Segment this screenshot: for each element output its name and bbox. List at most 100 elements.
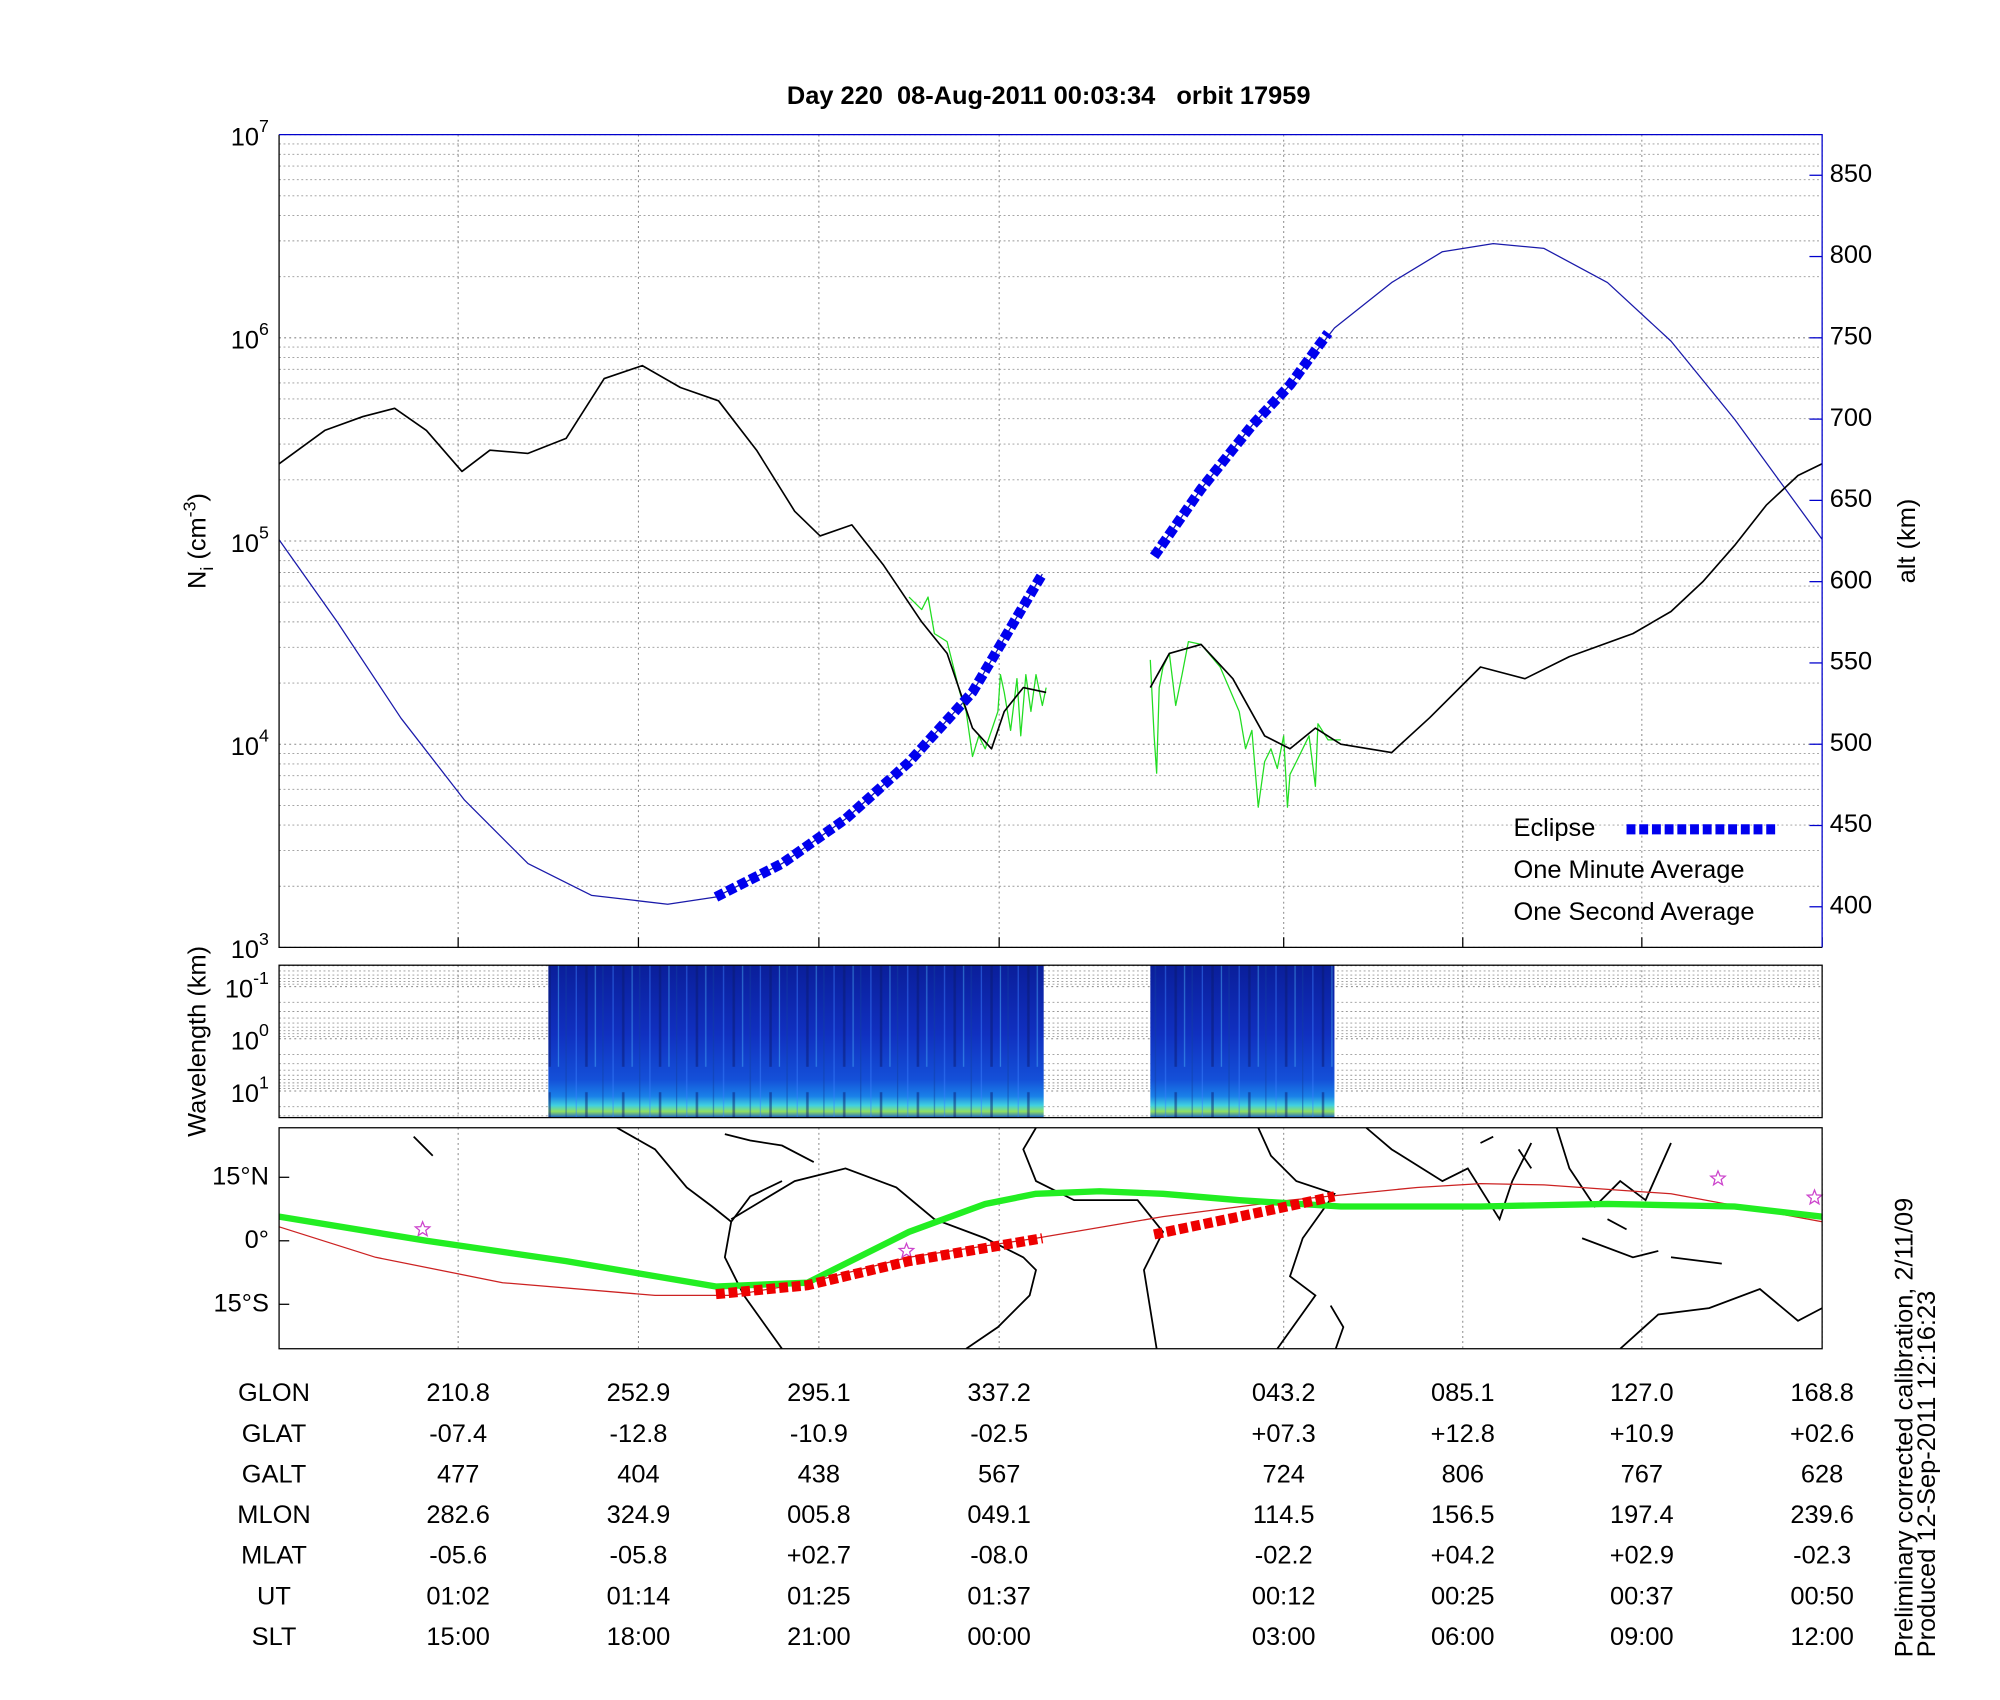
coastline xyxy=(1581,1218,1722,1265)
y-tick-label: 750 xyxy=(1830,323,1872,351)
y-tick-label: 15°S xyxy=(214,1289,269,1317)
y-axis-label-part: ) xyxy=(183,493,211,501)
table-cell: 15:00 xyxy=(426,1623,490,1651)
tick-exponent: 3 xyxy=(259,928,269,948)
tick-exponent: 0 xyxy=(259,1020,269,1040)
legend-label: One Second Average xyxy=(1514,898,1755,926)
y-axis-label: Wavelength (km) xyxy=(183,946,211,1137)
legend-label: One Minute Average xyxy=(1514,856,1745,884)
coastline xyxy=(1555,1127,1672,1208)
tick-base: 10 xyxy=(231,123,259,151)
table-cell: 295.1 xyxy=(787,1379,851,1407)
coastline xyxy=(724,1133,815,1163)
y-tick-label: 104 xyxy=(231,725,269,760)
table-cell: 01:37 xyxy=(967,1582,1031,1610)
y-tick-label: 550 xyxy=(1830,648,1872,676)
table-cell: 477 xyxy=(437,1460,479,1488)
table-cell: 282.6 xyxy=(426,1501,490,1529)
y-tick-label: 15°N xyxy=(212,1162,269,1190)
coastline xyxy=(1480,1135,1533,1169)
series-line xyxy=(713,329,1333,902)
series-line xyxy=(278,1188,1823,1290)
table-cell: 00:37 xyxy=(1610,1582,1674,1610)
tick-base: 15°N xyxy=(212,1162,269,1190)
tick-base: 10 xyxy=(231,530,259,558)
legend-label: Eclipse xyxy=(1514,814,1596,842)
table-cell: +02.6 xyxy=(1790,1420,1854,1448)
table-cell: 127.0 xyxy=(1610,1379,1674,1407)
y-tick-label: 103 xyxy=(231,928,269,963)
table-cell: 00:00 xyxy=(967,1623,1031,1651)
table-cell: 005.8 xyxy=(787,1501,851,1529)
y-tick-label: 0° xyxy=(245,1225,269,1253)
y-tick-label: 100 xyxy=(231,1020,269,1055)
tick-base: 10 xyxy=(231,936,259,964)
spectrogram-texture xyxy=(1150,965,1335,1118)
tick-exponent: 4 xyxy=(259,725,269,745)
table-cell: 06:00 xyxy=(1431,1623,1495,1651)
tick-base: 15°S xyxy=(214,1289,269,1317)
table-cell: +12.8 xyxy=(1431,1420,1495,1448)
table-cell: -10.9 xyxy=(790,1420,848,1448)
y-tick-label: 450 xyxy=(1830,810,1872,838)
coastline xyxy=(1619,1288,1823,1349)
table-cell: -07.4 xyxy=(429,1420,487,1448)
spectrogram-texture xyxy=(548,965,1044,1118)
table-cell: +02.7 xyxy=(787,1542,851,1570)
table-cell: 337.2 xyxy=(967,1379,1031,1407)
coastline xyxy=(1365,1127,1533,1222)
table-cell: 156.5 xyxy=(1431,1501,1495,1529)
coastline xyxy=(413,1136,434,1157)
axis-frame xyxy=(278,134,1823,949)
tick-exponent: -1 xyxy=(253,968,269,988)
y-axis-label-part: N xyxy=(183,571,211,589)
tick-exponent: 6 xyxy=(259,319,269,339)
y-axis-label-part: i xyxy=(197,567,217,571)
tick-base: 10 xyxy=(231,733,259,761)
figure-title: Day 220 08-Aug-2011 00:03:34 orbit 17959 xyxy=(787,82,1311,110)
table-cell: 767 xyxy=(1621,1460,1663,1488)
footer-note: Produced 12-Sep-2011 12:16:23 xyxy=(1913,1291,1941,1658)
table-cell: +04.2 xyxy=(1431,1542,1495,1570)
row-label: GLAT xyxy=(242,1420,306,1448)
figure: Day 220 08-Aug-2011 00:03:34 orbit 17959… xyxy=(179,82,1941,1657)
table-cell: 09:00 xyxy=(1610,1623,1674,1651)
row-label: MLAT xyxy=(241,1542,307,1570)
series-line xyxy=(715,1191,1336,1300)
table-cell: -12.8 xyxy=(610,1420,668,1448)
y2-axis-label: alt (km) xyxy=(1893,499,1921,584)
series-line xyxy=(278,364,1823,754)
table-cell: 043.2 xyxy=(1252,1379,1316,1407)
row-label: SLT xyxy=(252,1623,297,1651)
tick-exponent: 1 xyxy=(259,1072,269,1092)
table-cell: +10.9 xyxy=(1610,1420,1674,1448)
row-label: UT xyxy=(257,1582,291,1610)
table-cell: 01:02 xyxy=(426,1582,490,1610)
y-tick-label: 500 xyxy=(1830,729,1872,757)
y-tick-label: 850 xyxy=(1830,160,1872,188)
axis-frame xyxy=(278,1127,1823,1350)
y-tick-label: 105 xyxy=(231,522,269,557)
tick-base: 0° xyxy=(245,1225,269,1253)
table-cell: 03:00 xyxy=(1252,1623,1316,1651)
tick-exponent: 5 xyxy=(259,522,269,542)
table-cell: 18:00 xyxy=(607,1623,671,1651)
tick-base: 10 xyxy=(231,326,259,354)
star-marker xyxy=(897,1241,916,1259)
table-cell: -02.5 xyxy=(970,1420,1028,1448)
table-cell: 628 xyxy=(1801,1460,1843,1488)
coastline xyxy=(723,1221,783,1349)
coastline xyxy=(616,1127,783,1224)
y-tick-label: 600 xyxy=(1830,566,1872,594)
star-marker xyxy=(1805,1188,1824,1206)
tick-base: 10 xyxy=(231,1027,259,1055)
coastlines xyxy=(413,1127,1823,1349)
y-tick-label: 106 xyxy=(231,319,269,354)
table-cell: -08.0 xyxy=(970,1542,1028,1570)
coastline xyxy=(1257,1127,1336,1349)
tick-base: 10 xyxy=(225,975,253,1003)
table-cell: 724 xyxy=(1263,1460,1305,1488)
table-cell: 567 xyxy=(978,1460,1020,1488)
y-tick-label: 700 xyxy=(1830,404,1872,432)
